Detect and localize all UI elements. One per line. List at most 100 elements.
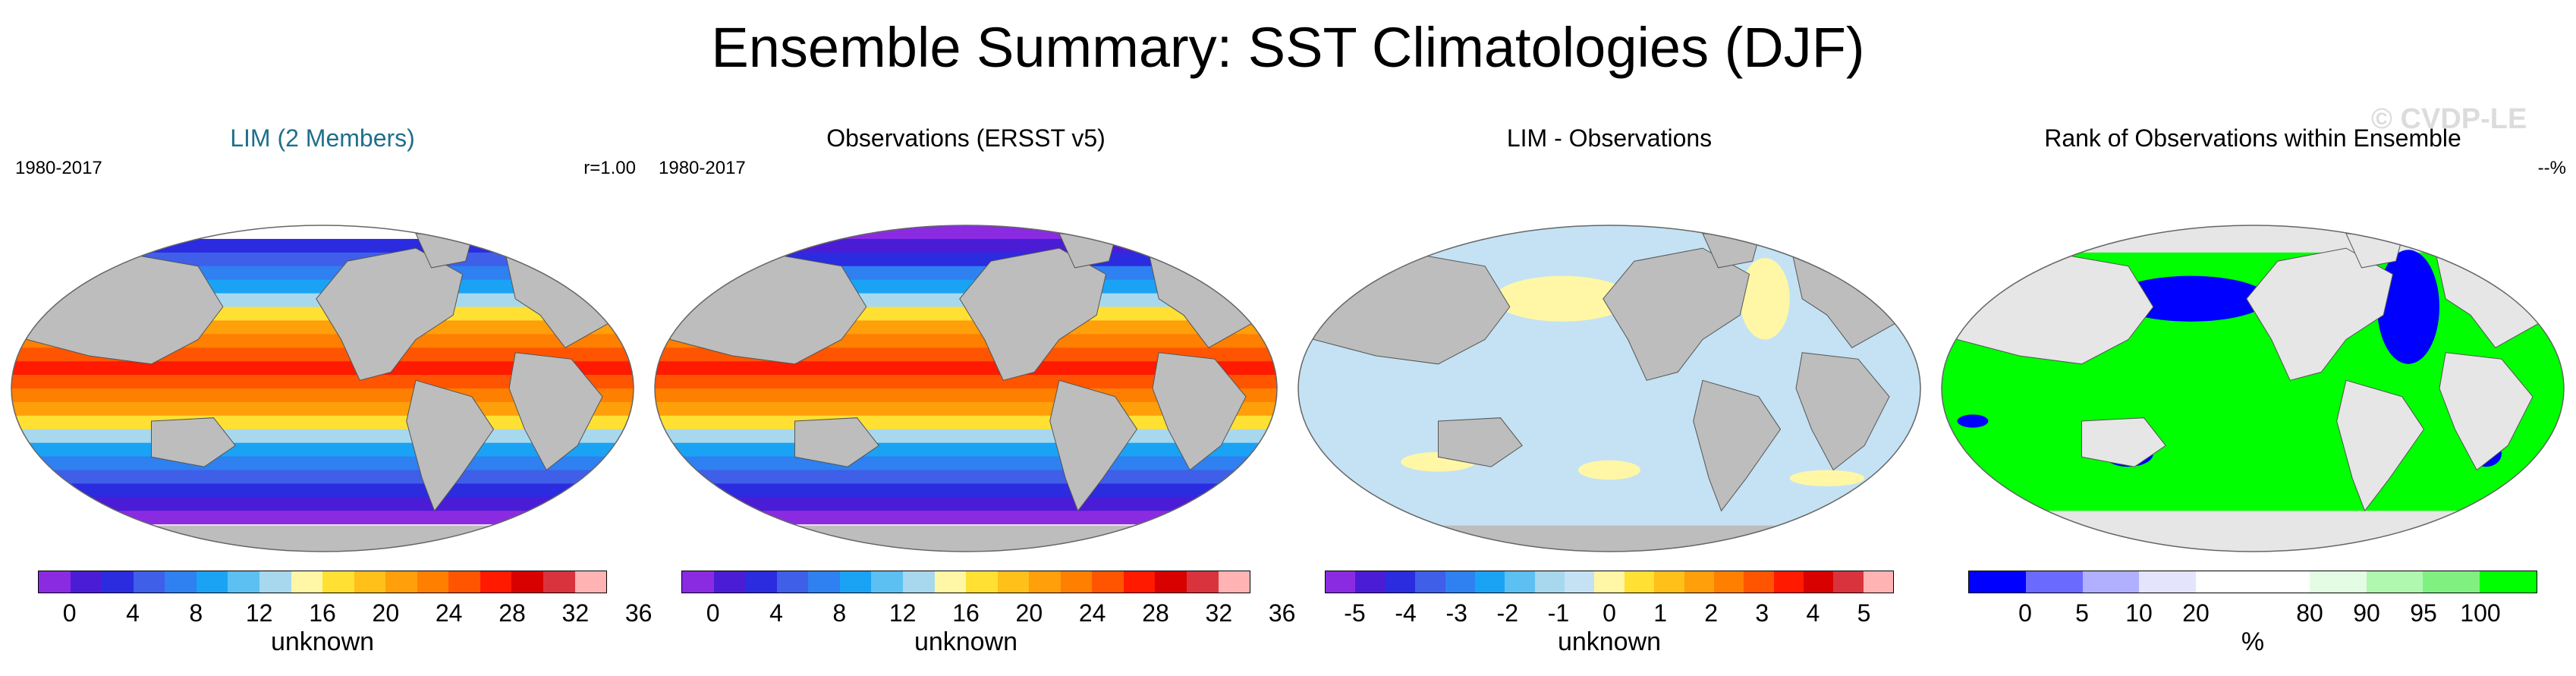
colorbar-swatch bbox=[1187, 571, 1219, 593]
period-label: 1980-2017 bbox=[15, 158, 102, 178]
tick-label: 20 bbox=[2182, 599, 2210, 627]
map-panel-4: Rank of Observations within Ensemble --% 0… bbox=[1930, 121, 2575, 676]
colorbar-swatch bbox=[1092, 571, 1124, 593]
colorbar-swatch bbox=[2025, 571, 2083, 593]
colorbar-swatch bbox=[448, 571, 480, 593]
colorbar-swatch bbox=[574, 571, 607, 593]
colorbar-swatch bbox=[1474, 571, 1505, 593]
colorbar-swatch bbox=[511, 571, 543, 593]
units-label: unknown bbox=[1557, 627, 1662, 656]
colorbar-swatch bbox=[745, 571, 777, 593]
tick-label: 5 bbox=[1857, 599, 1871, 627]
colorbar-swatch bbox=[839, 571, 872, 593]
colorbar-swatch bbox=[1594, 571, 1625, 593]
map-outline bbox=[654, 225, 1278, 552]
colorbar-swatch bbox=[713, 571, 746, 593]
panel-title: Rank of Observations within Ensemble bbox=[2044, 124, 2461, 152]
colorbar-swatch bbox=[934, 571, 967, 593]
colorbar-swatch bbox=[2480, 571, 2537, 593]
colorbar-swatch bbox=[1565, 571, 1595, 593]
colorbar-swatch bbox=[1744, 571, 1774, 593]
colorbar-swatch bbox=[682, 571, 714, 593]
panel-title: LIM (2 Members) bbox=[230, 124, 415, 152]
tick-label: -5 bbox=[1344, 599, 1366, 627]
tick-label: 28 bbox=[1142, 599, 1169, 627]
units-label: unknown bbox=[270, 627, 375, 656]
colorbar-swatch bbox=[291, 571, 323, 593]
colorbar-swatch bbox=[1385, 571, 1416, 593]
colorbar-swatch bbox=[2082, 571, 2140, 593]
colorbar-swatch bbox=[2309, 571, 2367, 593]
colorbar-swatch bbox=[997, 571, 1030, 593]
colorbar-swatch bbox=[1713, 571, 1744, 593]
colorbar-swatch bbox=[70, 571, 102, 593]
tick-label: -1 bbox=[1547, 599, 1570, 627]
colorbar-swatch bbox=[2139, 571, 2197, 593]
tick-label: 2 bbox=[1704, 599, 1719, 627]
colorbar-swatch bbox=[1218, 571, 1250, 593]
colorbar-swatch bbox=[1863, 571, 1894, 593]
colorbar-swatch bbox=[2366, 571, 2423, 593]
colorbar-swatch bbox=[966, 571, 998, 593]
colorbar-swatch bbox=[776, 571, 809, 593]
map-projection bbox=[654, 225, 1278, 552]
colorbar-swatch bbox=[543, 571, 575, 593]
colorbar-swatch bbox=[1773, 571, 1804, 593]
colorbar-swatch bbox=[1029, 571, 1061, 593]
tick-label: 100 bbox=[2460, 599, 2501, 627]
map-outline bbox=[11, 225, 634, 552]
units-label: % bbox=[2241, 627, 2265, 656]
tick-label: 5 bbox=[2075, 599, 2089, 627]
colorbar-swatch bbox=[1684, 571, 1714, 593]
tick-label: 95 bbox=[2410, 599, 2437, 627]
tick-label: 4 bbox=[1806, 599, 1820, 627]
tick-label: 20 bbox=[1015, 599, 1043, 627]
colorbar-swatch bbox=[1123, 571, 1156, 593]
tick-label: 10 bbox=[2125, 599, 2153, 627]
tick-label: 24 bbox=[435, 599, 463, 627]
colorbar-ticks: -5 -4 -3 -2 -1 0 1 2 3 4 5 bbox=[1287, 598, 1932, 628]
tick-label: 0 bbox=[62, 599, 77, 627]
colorbar-swatch bbox=[1155, 571, 1187, 593]
colorbar-ticks: 0 4 8 12 16 20 24 28 32 36 bbox=[0, 598, 653, 628]
tick-label: 32 bbox=[1205, 599, 1233, 627]
tick-label: 20 bbox=[372, 599, 400, 627]
map-projection bbox=[1941, 225, 2565, 552]
tick-label: 80 bbox=[2296, 599, 2323, 627]
tick-label: -4 bbox=[1395, 599, 1417, 627]
colorbar-swatch bbox=[228, 571, 259, 593]
colorbar-swatch bbox=[322, 571, 354, 593]
colorbar bbox=[38, 571, 607, 593]
tick-label: 90 bbox=[2353, 599, 2380, 627]
stat-label: --% bbox=[2537, 158, 2566, 178]
colorbar-swatch bbox=[2423, 571, 2480, 593]
tick-label: 0 bbox=[2018, 599, 2032, 627]
colorbar-swatch bbox=[196, 571, 228, 593]
colorbar-ticks: 0 4 8 12 16 20 24 28 32 36 bbox=[643, 598, 1296, 628]
colorbar-ticks: 0 5 10 20 80 90 95 100 bbox=[1930, 598, 2575, 628]
map-projection bbox=[1297, 225, 1921, 552]
tick-label: -2 bbox=[1496, 599, 1519, 627]
colorbar bbox=[681, 571, 1250, 593]
main-title: Ensemble Summary: SST Climatologies (DJF… bbox=[711, 16, 1865, 79]
colorbar-swatch bbox=[1415, 571, 1445, 593]
colorbar-swatch bbox=[1326, 571, 1356, 593]
map-outline bbox=[1297, 225, 1921, 552]
period-label: 1980-2017 bbox=[659, 158, 746, 178]
tick-label: 3 bbox=[1755, 599, 1769, 627]
colorbar-swatch bbox=[165, 571, 197, 593]
colorbar-swatch bbox=[1445, 571, 1475, 593]
tick-label: 32 bbox=[561, 599, 590, 627]
colorbar-swatch bbox=[1804, 571, 1834, 593]
colorbar-swatch bbox=[480, 571, 512, 593]
colorbar-swatch bbox=[39, 571, 71, 593]
tick-label: 8 bbox=[832, 599, 847, 627]
colorbar-swatch bbox=[1534, 571, 1565, 593]
colorbar-swatch bbox=[133, 571, 165, 593]
tick-label: 28 bbox=[499, 599, 526, 627]
tick-label: 12 bbox=[889, 599, 917, 627]
tick-label: 4 bbox=[769, 599, 783, 627]
watermark: © CVDP-LE bbox=[2371, 103, 2527, 135]
tick-label: 8 bbox=[189, 599, 203, 627]
tick-label: 0 bbox=[1603, 599, 1616, 627]
